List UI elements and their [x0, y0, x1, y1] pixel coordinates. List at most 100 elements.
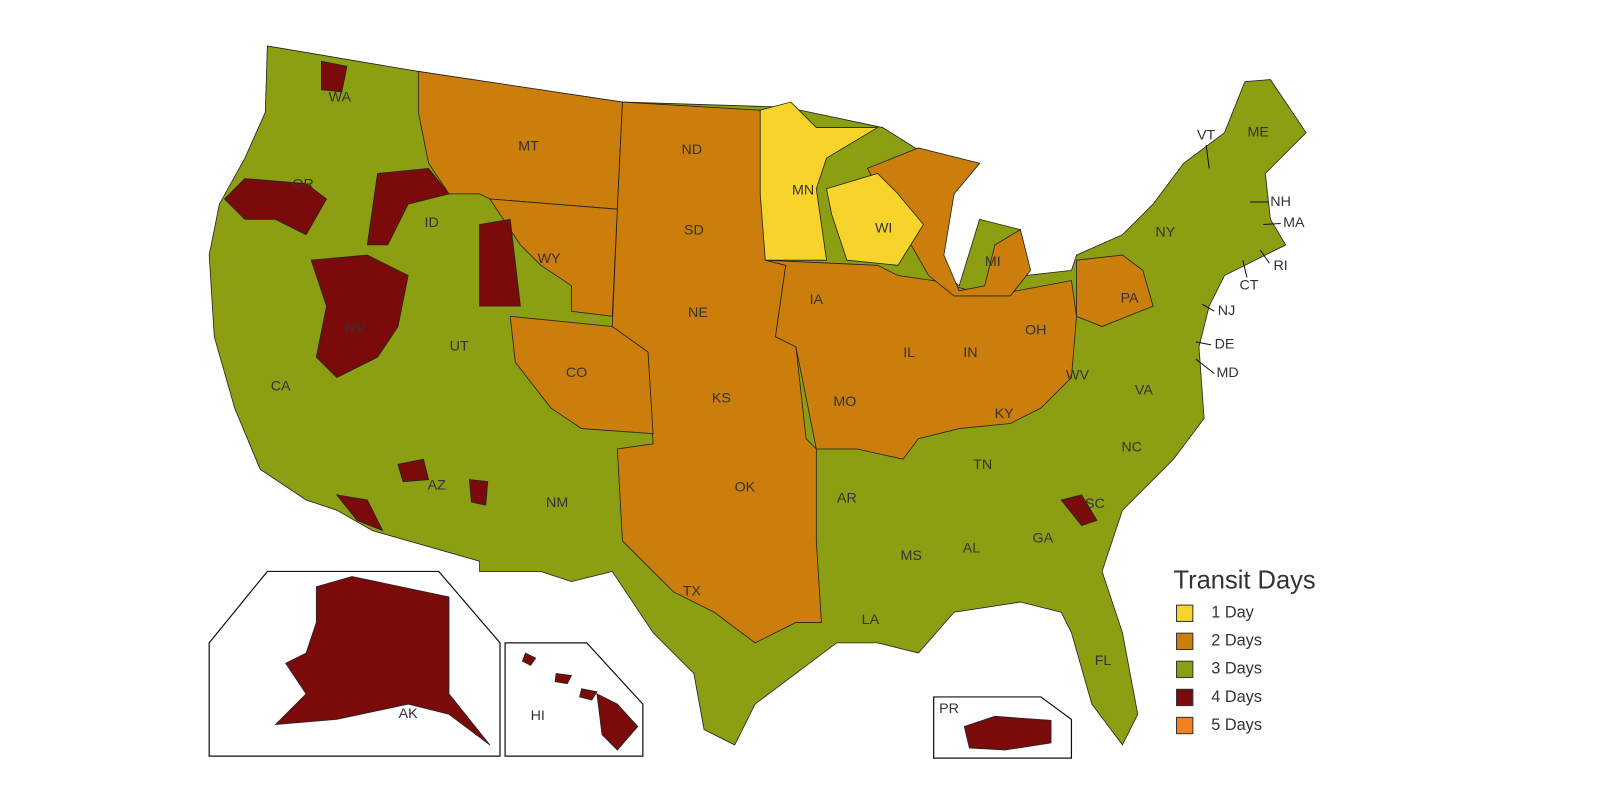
state-label: HI — [531, 708, 545, 724]
state-label: GA — [1033, 531, 1054, 547]
legend-swatch — [1176, 688, 1194, 707]
state-label: PA — [1121, 291, 1139, 307]
state-label: WI — [875, 220, 892, 236]
region — [521, 652, 537, 666]
state-label: WA — [329, 90, 352, 106]
state-label: CO — [566, 365, 587, 381]
legend-label: 2 Days — [1211, 632, 1262, 650]
legend-label: 5 Days — [1211, 716, 1262, 734]
legend-swatch — [1176, 660, 1194, 679]
legend-swatch — [1176, 604, 1194, 622]
state-label: OK — [735, 480, 756, 496]
state-label: CT — [1239, 277, 1258, 293]
region — [479, 218, 521, 307]
region — [509, 315, 654, 435]
state-label: TX — [683, 584, 702, 600]
puerto-rico-inset — [933, 696, 1073, 759]
state-label: VA — [1135, 383, 1153, 399]
region — [866, 147, 1032, 297]
state-label: SC — [1085, 496, 1105, 512]
legend-swatch — [1176, 716, 1194, 735]
state-label: OH — [1025, 322, 1046, 338]
leader-line — [1195, 341, 1212, 346]
alaska-inset — [208, 570, 501, 757]
legend-label: 3 Days — [1211, 660, 1262, 678]
region — [321, 60, 348, 93]
region — [1060, 494, 1098, 526]
state-label: OR — [292, 176, 313, 192]
state-label: NH — [1270, 194, 1291, 210]
region — [274, 576, 491, 746]
state-label: IL — [903, 345, 915, 361]
legend-label: 4 Days — [1211, 688, 1262, 706]
state-label: MS — [901, 548, 922, 564]
state-label: NY — [1155, 224, 1175, 240]
leader-line — [1242, 260, 1248, 278]
state-label: FL — [1095, 653, 1112, 669]
hawaii-inset — [504, 642, 644, 757]
region — [826, 173, 924, 266]
state-label: NM — [546, 495, 568, 511]
region — [759, 101, 880, 261]
state-label: AL — [963, 541, 981, 557]
state-label: MD — [1216, 365, 1238, 381]
state-label: MN — [792, 183, 814, 199]
region — [579, 688, 598, 701]
state-label: RI — [1273, 258, 1287, 274]
region — [765, 259, 1077, 460]
state-label: IA — [810, 292, 824, 308]
state-label: MO — [833, 394, 856, 410]
state-label: UT — [450, 339, 469, 355]
state-label: NE — [688, 305, 708, 321]
state-label: MT — [518, 139, 539, 155]
state-label: MA — [1283, 215, 1305, 231]
legend-swatch — [1176, 632, 1194, 650]
region — [596, 693, 639, 751]
state-label: NC — [1121, 440, 1142, 456]
region — [488, 198, 618, 317]
region — [366, 167, 450, 246]
state-label: DE — [1215, 337, 1235, 353]
region — [468, 479, 489, 506]
state-label: ND — [682, 142, 703, 158]
state-label: CA — [271, 379, 291, 395]
region — [554, 673, 573, 685]
state-label: WV — [1066, 367, 1089, 383]
state-label: KS — [712, 391, 731, 407]
leader-line — [1195, 358, 1215, 374]
state-label: ID — [424, 215, 438, 231]
state-label: AK — [399, 706, 419, 722]
region — [335, 494, 384, 532]
state-label: NJ — [1218, 303, 1235, 319]
state-label: ME — [1247, 124, 1268, 140]
state-labels: WA OR CA NV ID MT WY UT CO AZ NM ND SD NE KS OK TX MN IA MO… — [271, 90, 1305, 724]
state-label: IN — [963, 345, 977, 361]
leader-line — [1259, 249, 1270, 264]
state-label: KY — [995, 406, 1015, 422]
region — [397, 458, 430, 483]
legend-label: 1 Day — [1211, 604, 1254, 622]
leader-line — [1201, 303, 1215, 312]
legend-title: Transit Days — [1173, 566, 1315, 594]
state-label: NV — [345, 320, 365, 336]
state-label: LA — [862, 612, 880, 628]
leader-line — [1205, 144, 1210, 169]
regions — [208, 45, 1307, 751]
insets — [208, 570, 1073, 759]
state-label: VT — [1197, 127, 1216, 143]
state-label: MI — [985, 254, 1001, 270]
state-label: WY — [537, 251, 560, 267]
state-label: AZ — [428, 477, 447, 493]
state-label: TN — [973, 457, 992, 473]
state-label: SD — [684, 222, 704, 238]
legend: Transit Days 1 Day 2 Days 3 Days 4 Days 5 Day… — [1173, 566, 1316, 735]
region — [223, 178, 328, 236]
state-label: PR — [939, 701, 959, 717]
region — [310, 254, 409, 379]
region — [963, 715, 1052, 751]
state-label: AR — [837, 491, 857, 507]
region — [1076, 254, 1154, 327]
leader-line — [1263, 222, 1281, 225]
